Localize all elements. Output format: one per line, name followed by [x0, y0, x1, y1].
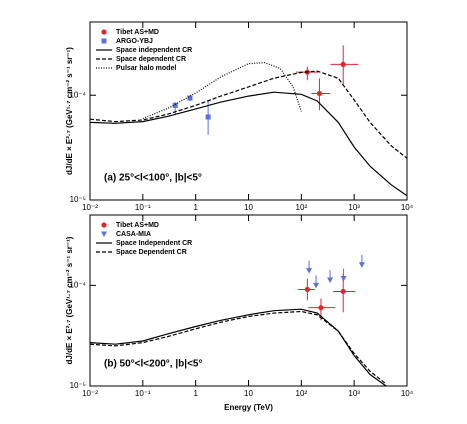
- marker: [340, 61, 346, 67]
- legend-label: Pulsar halo model: [116, 65, 176, 72]
- y-tick-label: 10⁻⁵: [70, 381, 86, 390]
- legend-label: Space independent CR: [116, 47, 192, 54]
- marker: [172, 102, 178, 108]
- x-tick-label: 10⁻²: [82, 203, 98, 212]
- legend-label: CASA-MIA: [116, 231, 151, 238]
- y-axis-label: dJ/dE × E²·⁷ (GeV¹·⁷ cm⁻² s⁻¹ sr⁻¹): [65, 47, 74, 175]
- y-tick-label: 10⁻⁴: [69, 280, 86, 289]
- x-tick-label: 10⁴: [401, 203, 414, 212]
- legend-label: Space Dependent CR: [116, 249, 187, 256]
- marker: [101, 231, 107, 237]
- marker: [187, 95, 193, 101]
- y-tick-label: 10⁻⁴: [69, 90, 86, 99]
- curve: [142, 61, 302, 120]
- x-axis-label: Energy (TeV): [224, 403, 273, 412]
- curve: [89, 308, 387, 387]
- x-tick-label: 10⁴: [401, 389, 414, 398]
- curve: [89, 91, 408, 197]
- marker: [316, 90, 323, 97]
- panel-annotation: (a) 25°<l<100°, |b|<5°: [104, 173, 202, 184]
- marker: [358, 262, 365, 268]
- legend-label: ARGO-YBJ: [116, 38, 153, 45]
- marker: [340, 288, 346, 295]
- legend-label: Space Independent CR: [116, 240, 192, 247]
- x-tick-label: 10⁻²: [82, 389, 98, 398]
- curve: [89, 310, 387, 385]
- marker: [306, 268, 313, 274]
- legend-label: Space dependent CR: [116, 56, 186, 63]
- curve: [89, 70, 408, 159]
- x-tick-label: 10⁻¹: [135, 203, 151, 212]
- y-tick-label: 10⁻⁵: [70, 195, 86, 204]
- legend-label: Tibet AS+MD: [116, 29, 159, 36]
- x-tick-label: 10²: [296, 203, 308, 212]
- x-tick-label: 10: [244, 203, 253, 212]
- marker: [318, 305, 324, 311]
- x-tick-label: 10: [244, 389, 253, 398]
- marker: [304, 286, 310, 293]
- panel: 10⁻² 10⁻¹ 1 10 10² 10³ 10⁴ 10⁻⁵ 10⁻⁴dJ/dE × E²·⁷…: [65, 21, 414, 212]
- marker: [101, 38, 107, 44]
- marker: [101, 222, 107, 228]
- x-tick-label: 10²: [296, 389, 308, 398]
- x-tick-label: 1: [193, 203, 198, 212]
- panel-annotation: (b) 50°<l<200°, |b|<5°: [104, 359, 202, 370]
- marker: [313, 282, 320, 289]
- marker: [205, 114, 211, 120]
- legend-label: Tibet AS+MD: [116, 222, 159, 229]
- marker: [340, 275, 347, 282]
- panel: 10⁻² 10⁻¹ 1 10 10² 10³ 10⁴ 10⁻⁵ 10⁻⁴dJ/dE × E²·⁷…: [65, 214, 414, 412]
- marker: [101, 29, 107, 35]
- x-tick-label: 10³: [348, 389, 360, 398]
- marker: [327, 277, 334, 284]
- y-axis-label: dJ/dE × E²·⁷ (GeV¹·⁷ cm⁻² s⁻¹ sr⁻¹): [65, 236, 74, 364]
- x-tick-label: 1: [193, 389, 198, 398]
- x-tick-label: 10³: [348, 203, 360, 212]
- x-tick-label: 10⁻¹: [135, 389, 151, 398]
